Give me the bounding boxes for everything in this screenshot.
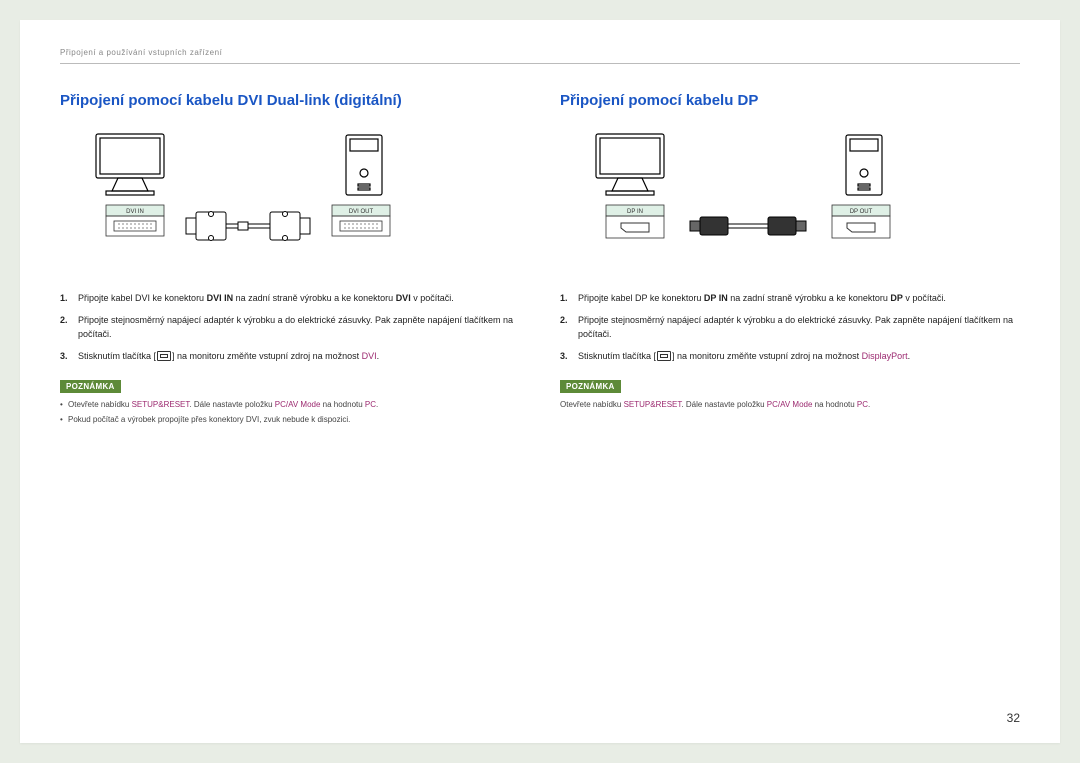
manual-page: Připojení a používání vstupních zařízení… — [20, 20, 1060, 743]
port-label-dvi-in: DVI IN — [126, 209, 144, 215]
page-header: Připojení a používání vstupních zařízení — [60, 48, 1020, 64]
section-title-dp: Připojení pomocí kabelu DP — [560, 92, 1020, 109]
note-badge: POZNÁMKA — [560, 380, 621, 393]
port-label-dp-in: DP IN — [627, 209, 643, 215]
section-title-dvi: Připojení pomocí kabelu DVI Dual-link (d… — [60, 92, 520, 109]
step-item: 3. Stisknutím tlačítka [] na monitoru zm… — [560, 350, 1020, 364]
step-item: 1. Připojte kabel DVI ke konektoru DVI I… — [60, 292, 520, 306]
port-label-dp-out: DP OUT — [850, 209, 873, 215]
step-item: 1. Připojte kabel DP ke konektoru DP IN … — [560, 292, 1020, 306]
step-item: 3. Stisknutím tlačítka [] na monitoru zm… — [60, 350, 520, 364]
note-item: Pokud počítač a výrobek propojíte přes k… — [60, 414, 520, 427]
source-button-icon — [657, 351, 671, 361]
steps-list-dp: 1. Připojte kabel DP ke konektoru DP IN … — [560, 292, 1020, 364]
port-label-dvi-out: DVI OUT — [349, 209, 374, 215]
diagram-dvi: DVI IN DVI OUT — [88, 129, 520, 274]
content-columns: Připojení pomocí kabelu DVI Dual-link (d… — [60, 92, 1020, 428]
note-text-dp: Otevřete nabídku SETUP&RESET. Dále nasta… — [560, 399, 1020, 412]
steps-list-dvi: 1. Připojte kabel DVI ke konektoru DVI I… — [60, 292, 520, 364]
right-column: Připojení pomocí kabelu DP — [560, 92, 1020, 428]
left-column: Připojení pomocí kabelu DVI Dual-link (d… — [60, 92, 520, 428]
diagram-dp: DP IN DP OUT — [588, 129, 1020, 274]
note-badge: POZNÁMKA — [60, 380, 121, 393]
step-item: 2. Připojte stejnosměrný napájecí adapté… — [560, 314, 1020, 342]
note-item: Otevřete nabídku SETUP&RESET. Dále nasta… — [60, 399, 520, 412]
step-item: 2. Připojte stejnosměrný napájecí adapté… — [60, 314, 520, 342]
notes-list-dvi: Otevřete nabídku SETUP&RESET. Dále nasta… — [60, 399, 520, 427]
source-button-icon — [157, 351, 171, 361]
page-number: 32 — [1007, 711, 1020, 725]
